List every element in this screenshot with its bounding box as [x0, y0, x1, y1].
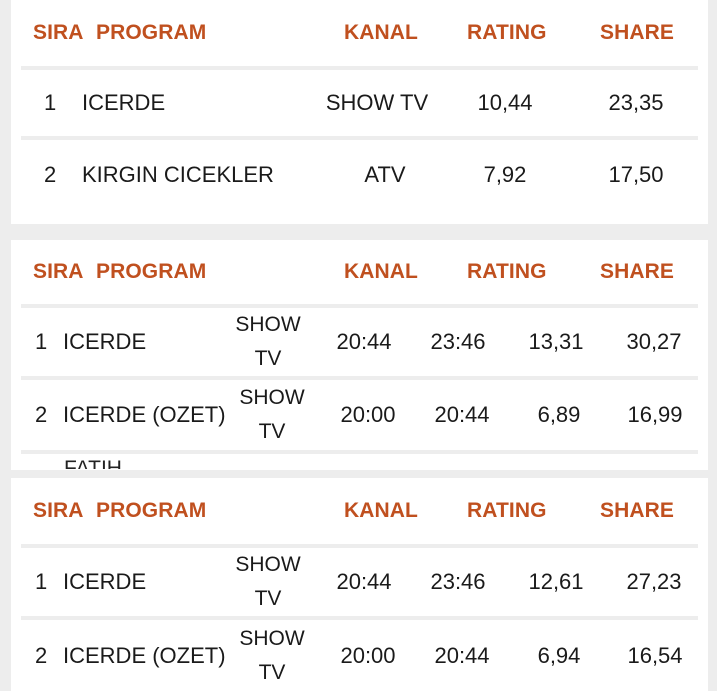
header-kanal: KANAL [344, 499, 418, 522]
header-kanal: KANAL [344, 260, 418, 283]
divider [21, 544, 698, 548]
divider [21, 66, 698, 70]
table-row: 2 ICERDE (OZET) SHOW TV 20:00 20:44 6,94… [11, 620, 708, 691]
share: 27,23 [626, 569, 682, 594]
header-rating: RATING [467, 21, 547, 44]
rating: 6,94 [537, 642, 581, 668]
program-name: KIRGIN CICEKLER [82, 162, 274, 187]
start-time: 20:00 [340, 402, 396, 427]
rank: 2 [35, 642, 48, 668]
header-share: SHARE [600, 260, 675, 283]
channel-line-2: TV [254, 587, 282, 610]
ratings-table-2: SIRA PROGRAM KANAL RATING SHARE 1 ICERDE… [11, 240, 708, 470]
table-row: 1 ICERDE SHOW TV 20:44 23:46 12,61 27,23 [11, 548, 708, 616]
share: 23,35 [608, 90, 664, 115]
program-name: ICERDE [63, 329, 147, 354]
rank: 1 [35, 329, 48, 354]
rating: 7,92 [483, 162, 527, 187]
channel-line-1: SHOW [239, 386, 305, 409]
table-header: SIRA PROGRAM KANAL RATING SHARE [11, 478, 708, 544]
header-sira: SIRA [33, 499, 84, 522]
table-row: 2 ICERDE (OZET) SHOW TV 20:00 20:44 6,89… [11, 380, 708, 450]
rating: 10,44 [477, 90, 533, 115]
header-program: PROGRAM [96, 260, 207, 283]
end-time: 20:44 [434, 402, 490, 427]
end-time: 23:46 [430, 329, 486, 354]
rank: 2 [35, 402, 48, 427]
header-sira: SIRA [33, 260, 84, 283]
ratings-table-3: SIRA PROGRAM KANAL RATING SHARE 1 ICERDE… [11, 478, 708, 691]
share: 17,50 [608, 162, 664, 187]
header-share: SHARE [600, 21, 675, 44]
channel-line-1: SHOW [235, 553, 301, 576]
table-row-partial: FATIH [11, 454, 708, 470]
channel-line-2: TV [254, 347, 282, 370]
table-header: SIRA PROGRAM KANAL RATING SHARE [11, 240, 708, 304]
rating: 6,89 [537, 402, 581, 427]
rank: 1 [35, 569, 48, 594]
rank: 1 [44, 90, 57, 115]
channel-line-1: SHOW [235, 313, 301, 336]
channel: SHOW TV [235, 308, 300, 376]
divider [21, 136, 698, 140]
channel: SHOW TV [239, 622, 304, 690]
channel-line-2: TV [258, 420, 286, 443]
table-header: SIRA PROGRAM KANAL RATING SHARE [11, 0, 708, 66]
header-rating: RATING [467, 260, 547, 283]
divider [21, 450, 698, 454]
rating: 13,31 [528, 329, 584, 354]
share: 30,27 [626, 329, 682, 354]
program-name: ICERDE (OZET) [63, 642, 226, 668]
divider [21, 616, 698, 620]
ratings-table-1: SIRA PROGRAM KANAL RATING SHARE 1 ICERDE… [11, 0, 708, 224]
program-name: ICERDE [63, 569, 147, 594]
channel-line-1: SHOW [239, 626, 305, 650]
start-time: 20:44 [336, 569, 392, 594]
header-rating: RATING [467, 499, 547, 522]
divider [21, 304, 698, 308]
end-time: 23:46 [430, 569, 486, 594]
program-name-partial: FATIH [64, 458, 122, 469]
header-kanal: KANAL [344, 21, 418, 44]
table-row: 1 ICERDE SHOW TV 10,44 23,35 [11, 70, 708, 136]
share: 16,99 [627, 402, 683, 427]
rank: 2 [44, 162, 57, 187]
channel: ATV [364, 162, 406, 187]
share: 16,54 [627, 642, 683, 668]
start-time: 20:00 [340, 642, 396, 668]
header-program: PROGRAM [96, 499, 207, 522]
table-row: 2 KIRGIN CICEKLER ATV 7,92 17,50 [11, 140, 708, 210]
channel: SHOW TV [235, 548, 300, 616]
end-time: 20:44 [434, 642, 490, 668]
header-program: PROGRAM [96, 21, 207, 44]
start-time: 20:44 [336, 329, 392, 354]
channel-line-2: TV [258, 660, 286, 684]
header-sira: SIRA [33, 21, 84, 44]
channel: SHOW TV [239, 381, 304, 449]
table-row: 1 ICERDE SHOW TV 20:44 23:46 13,31 30,27 [11, 308, 708, 376]
channel: SHOW TV [325, 90, 429, 115]
header-share: SHARE [600, 499, 675, 522]
divider [21, 376, 698, 380]
program-name: ICERDE [82, 90, 166, 115]
program-name: ICERDE (OZET) [63, 402, 226, 427]
rating: 12,61 [528, 569, 584, 594]
